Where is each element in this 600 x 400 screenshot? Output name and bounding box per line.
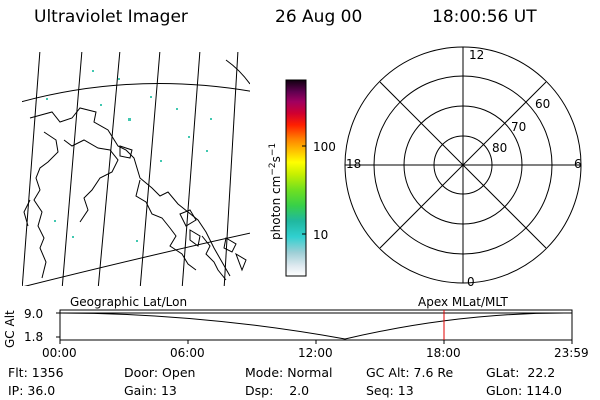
observation-time: 18:00:56 UT xyxy=(432,7,537,27)
mode-field: Mode: Normal xyxy=(245,365,333,380)
ip-field: IP: 36.0 xyxy=(8,383,56,398)
lat-label-60: 60 xyxy=(535,97,551,111)
gain-field: Gain: 13 xyxy=(124,383,177,398)
observation-date: 26 Aug 00 xyxy=(275,7,363,27)
gc-alt-axis-title: GC Alt xyxy=(3,310,17,348)
seq-field: Seq: 13 xyxy=(366,383,414,398)
geographic-label: Geographic Lat/Lon xyxy=(70,295,188,309)
colorbar-tick-10: 10 xyxy=(313,228,329,242)
x-tick-0600: 06:00 xyxy=(170,346,205,360)
polar-plot xyxy=(344,46,582,284)
mlt-label-0: 0 xyxy=(467,275,475,289)
flt-field: Flt: 1356 xyxy=(8,365,64,380)
x-tick-0000: 00:00 xyxy=(42,346,77,360)
door-field: Door: Open xyxy=(124,365,196,380)
mlt-label-6: 6 xyxy=(574,157,582,171)
glon-field: GLon: 114.0 xyxy=(486,383,562,398)
colorbar xyxy=(285,79,307,277)
x-tick-2359: 23:59 xyxy=(554,346,589,360)
gcalt-field: GC Alt: 7.6 Re xyxy=(366,365,454,380)
glat-field: GLat: 22.2 xyxy=(486,365,556,380)
y-tick-low: 1.8 xyxy=(24,330,44,344)
geographic-map xyxy=(22,52,250,286)
altitude-curve xyxy=(59,312,573,340)
colorbar-unit-label: photon cm−2s−1 xyxy=(268,142,283,240)
lat-label-70: 70 xyxy=(511,120,527,134)
apex-label: Apex MLat/MLT xyxy=(418,295,508,309)
colorbar-tick-100: 100 xyxy=(313,140,336,154)
x-tick-1200: 12:00 xyxy=(298,346,333,360)
dsp-field: Dsp: 2.0 xyxy=(245,383,310,398)
lat-label-80: 80 xyxy=(492,141,508,155)
instrument-title: Ultraviolet Imager xyxy=(34,7,188,27)
x-tick-1800: 18:00 xyxy=(426,346,461,360)
mlt-label-12: 12 xyxy=(469,48,485,62)
mlt-label-18: 18 xyxy=(346,157,362,171)
y-tick-high: 9.0 xyxy=(24,307,44,321)
